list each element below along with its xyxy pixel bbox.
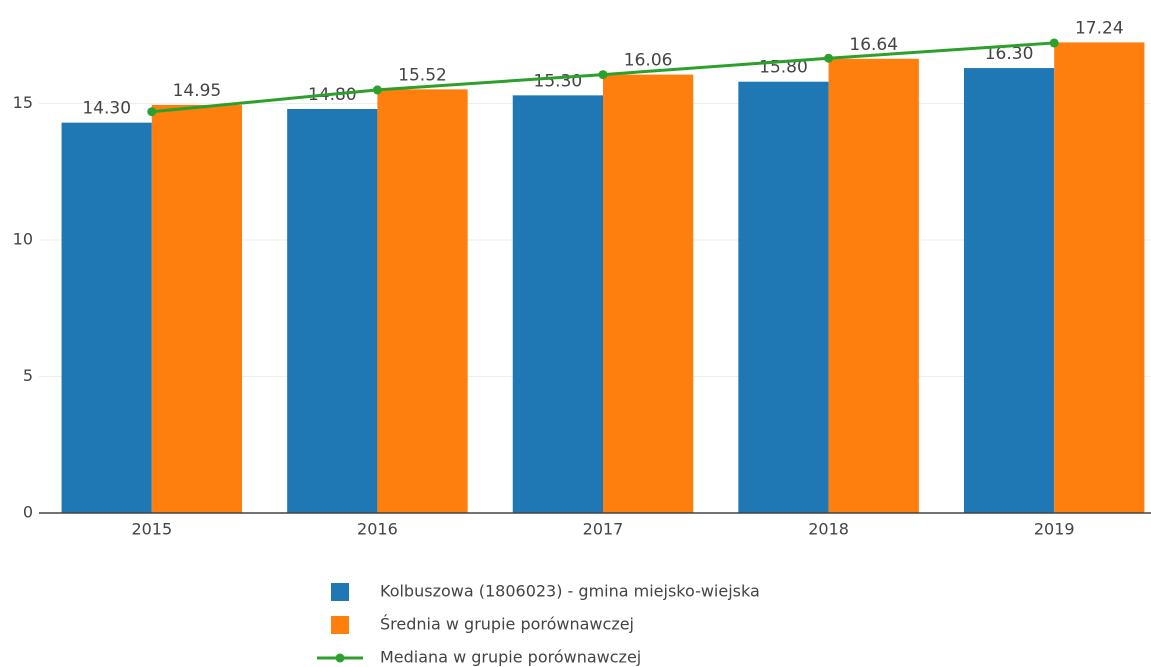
value-label: 14.95 [173, 81, 222, 101]
value-label: 17.24 [1075, 18, 1124, 38]
y-tick-label: 5 [23, 366, 33, 385]
value-label: 16.06 [624, 51, 673, 71]
y-tick-label: 10 [13, 230, 33, 249]
bar [512, 95, 603, 513]
legend-label: Kolbuszowa (1806023) - gmina miejsko-wie… [380, 582, 760, 601]
value-label: 16.64 [849, 35, 898, 55]
legend-label: Mediana w grupie porównawczej [380, 648, 641, 667]
value-label: 15.30 [534, 71, 583, 91]
x-tick-label: 2016 [357, 520, 398, 539]
median-point [372, 85, 382, 95]
value-label: 15.52 [398, 65, 447, 85]
x-tick-label: 2015 [131, 520, 172, 539]
median-point [1049, 38, 1059, 48]
x-tick-label: 2018 [808, 520, 849, 539]
value-label: 16.30 [985, 44, 1034, 64]
y-tick-label: 0 [23, 503, 33, 522]
legend-point [335, 653, 345, 663]
bar [287, 109, 378, 513]
median-point [824, 53, 834, 63]
bar [603, 74, 694, 513]
x-tick-label: 2017 [583, 520, 624, 539]
bar [377, 89, 468, 513]
bar [828, 58, 919, 513]
median-point [598, 70, 608, 80]
bar [963, 68, 1055, 514]
bar [61, 122, 152, 513]
legend-swatch [331, 616, 349, 634]
legend-swatch [331, 583, 349, 601]
bar [151, 104, 243, 514]
y-tick-label: 15 [13, 93, 33, 112]
bar [1054, 42, 1145, 514]
value-label: 14.30 [82, 99, 131, 119]
x-tick-label: 2019 [1034, 520, 1075, 539]
bar [738, 81, 829, 514]
median-point [147, 107, 157, 117]
legend-label: Średnia w grupie porównawczej [380, 615, 634, 634]
